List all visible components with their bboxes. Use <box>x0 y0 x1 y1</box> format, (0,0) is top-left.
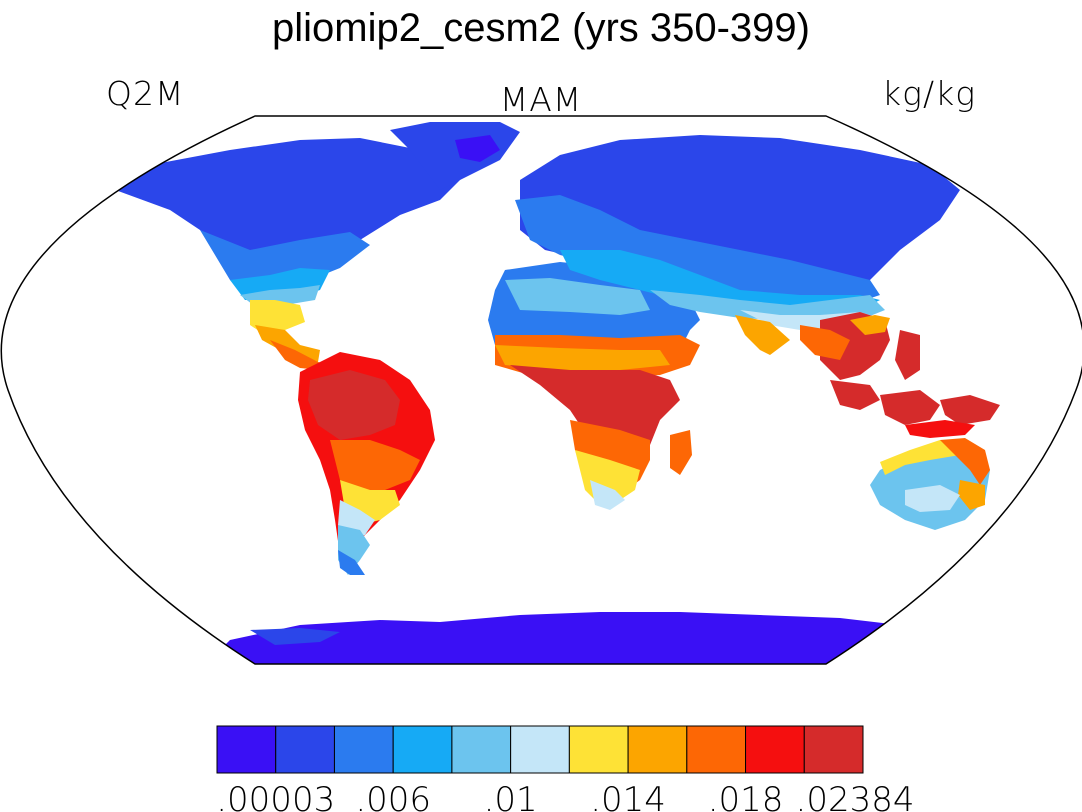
colorbar-swatch <box>216 725 277 774</box>
colorbar-tick-label: .01 <box>484 780 538 812</box>
globe-outline <box>0 115 1082 665</box>
colorbar-swatch <box>451 725 512 774</box>
antarctica <box>200 612 940 664</box>
colorbar-swatch <box>333 725 394 774</box>
eurasia <box>515 135 960 380</box>
units-label: kg/kg <box>882 74 976 113</box>
land-fields <box>110 122 1000 664</box>
variable-label: Q2M <box>106 74 185 113</box>
colorbar-tick-label: .014 <box>590 780 666 812</box>
maritime-continent <box>830 380 1000 438</box>
colorbar-tick-label: .02384 <box>796 780 915 812</box>
season-label: MAM <box>499 80 583 119</box>
colorbar-swatch <box>803 725 864 774</box>
australia <box>870 438 990 530</box>
colorbar-swatch <box>627 725 688 774</box>
south-america <box>298 352 435 575</box>
north-america <box>110 138 470 370</box>
colorbar-swatch <box>745 725 805 774</box>
colorbar-swatch <box>510 725 570 774</box>
colorbar-tick-label: .018 <box>708 780 784 812</box>
plot-title: pliomip2_cesm2 (yrs 350-399) <box>271 6 810 50</box>
colorbar-swatch <box>275 725 335 774</box>
colorbar-tick-label: .00003 <box>216 780 335 812</box>
colorbar-tick-label: .006 <box>355 780 431 812</box>
colorbar-swatch <box>392 725 453 774</box>
colorbar-swatch <box>568 725 629 774</box>
colorbar: .00003 .006 .01 .014 .018 .02384 <box>216 725 915 812</box>
colorbar-swatch <box>686 725 747 774</box>
